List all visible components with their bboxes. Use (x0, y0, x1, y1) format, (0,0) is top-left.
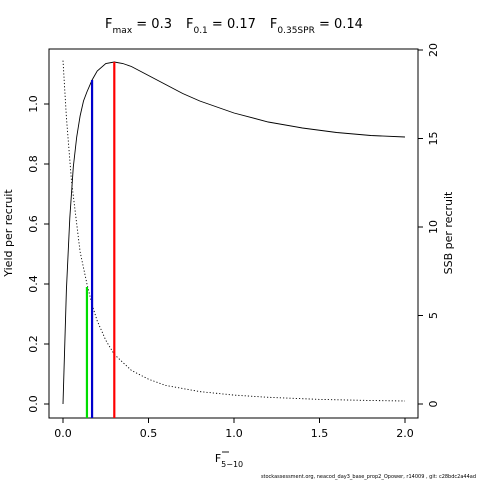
reference-lines (85, 62, 116, 418)
y-tick-label: 0.0 (27, 395, 40, 413)
y-tick-label: 0.2 (27, 335, 40, 353)
y2-tick-label: 5 (427, 312, 440, 319)
y2-axis-label: SSB per recruit (442, 191, 455, 274)
y2-tick-label: 10 (427, 220, 440, 234)
y2-tick-label: 15 (427, 132, 440, 146)
y2-tick-label: 20 (427, 43, 440, 57)
chart-title: Fmax = 0.3 F0.1 = 0.17 F0.35SPR = 0.14 (105, 17, 363, 36)
x-tick-label: 2.0 (396, 427, 414, 440)
y-tick-label: 0.6 (27, 215, 40, 233)
y-axis-label: Yield per recruit (2, 189, 15, 278)
x-tick-label: 1.5 (311, 427, 329, 440)
x-tick-label: 1.0 (225, 427, 243, 440)
y-tick-label: 0.8 (27, 155, 40, 173)
y-tick-label: 0.4 (27, 275, 40, 293)
x-axis: 0.0 0.5 1.0 1.5 2.0 (54, 418, 414, 440)
y-axis-right: 0 5 10 15 20 (418, 43, 440, 408)
y-tick-label: 1.0 (27, 95, 40, 113)
x-tick-label: 0.5 (140, 427, 158, 440)
y-axis-left: 0.0 0.2 0.4 0.6 0.8 1.0 (27, 95, 49, 413)
y2-tick-label: 0 (427, 401, 440, 408)
x-tick-label: 0.0 (54, 427, 72, 440)
x-axis-label: F5−10 (215, 452, 243, 469)
ssb-per-recruit-line (62, 60, 406, 402)
footnote: stockassessment.org, neacod_day3_base_pr… (261, 474, 476, 480)
plot-frame (48, 48, 419, 419)
yield-per-recruit-line (62, 61, 406, 405)
